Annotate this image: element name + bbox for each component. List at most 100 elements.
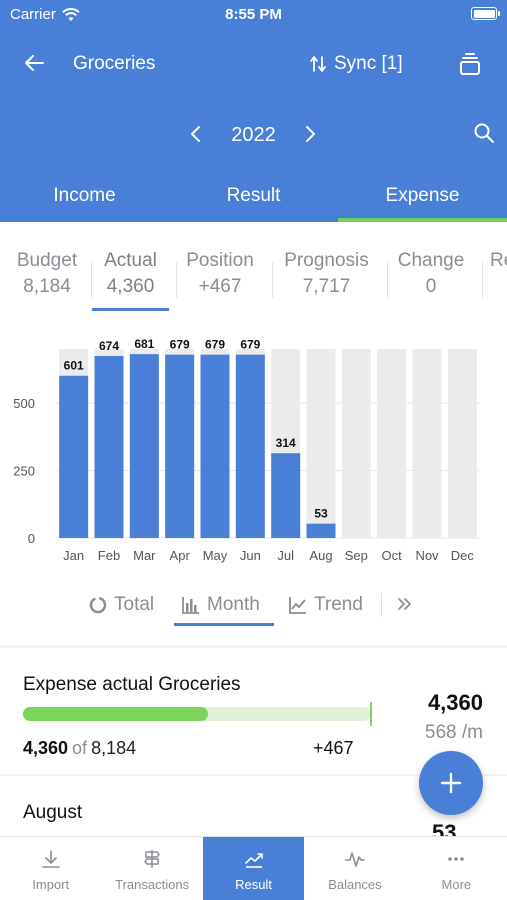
bar [59, 375, 89, 538]
x-tick-label: Dec [451, 548, 475, 563]
stat-actual[interactable]: Actual 4,360 [92, 250, 169, 298]
bar-background [306, 349, 336, 538]
chevron-right-icon[interactable] [302, 124, 318, 144]
x-tick-label: Jan [63, 548, 84, 563]
data-label: 601 [64, 359, 84, 373]
trend-icon [244, 853, 263, 868]
x-tick-label: Nov [415, 548, 439, 563]
monthly-bar-chart: 0 250 500 601 Jan 674 Feb 681 Mar 679 Apr 679 May 679… [13, 337, 480, 563]
data-label: 679 [240, 338, 260, 352]
summary-card[interactable]: Expense actual Groceries 4,360 of 8,184 +4… [0, 648, 507, 774]
wifi-icon [62, 7, 80, 21]
bar [200, 354, 230, 538]
carrier: Carrier [10, 6, 80, 23]
month-card-value: 53 [432, 820, 457, 836]
more-icon [448, 857, 465, 861]
status-time: 8:55 PM [225, 6, 282, 23]
chevron-left-icon[interactable] [188, 124, 204, 144]
x-tick-label: Apr [170, 548, 191, 563]
nav-bar: Groceries Sync [1] [0, 40, 507, 88]
import-icon [41, 850, 60, 868]
stat-partial[interactable]: Re [490, 250, 507, 276]
year-selector: 2022 [0, 114, 507, 154]
layers-icon[interactable] [459, 52, 481, 76]
stat-value: +467 [198, 276, 242, 297]
stat-budget[interactable]: Budget 8,184 [8, 250, 86, 298]
back-arrow-icon[interactable] [22, 50, 48, 76]
x-tick-label: Sep [345, 548, 368, 563]
bottom-tab-label: Import [32, 877, 70, 892]
bottom-tab-balances[interactable]: Balances [304, 837, 405, 900]
x-tick-label: May [203, 548, 228, 563]
search-icon[interactable] [473, 122, 495, 144]
battery-icon [471, 7, 500, 20]
plus-icon [440, 772, 462, 794]
line-chart-icon [289, 597, 306, 614]
divider [272, 262, 273, 298]
bar-chart-icon [182, 597, 199, 614]
amount-line: 4,360 of 8,184 [23, 738, 136, 759]
tab-expense[interactable]: Expense [338, 172, 507, 222]
y-tick-label: 0 [28, 531, 35, 546]
double-chevron-right-icon[interactable] [396, 594, 414, 614]
stat-change[interactable]: Change 0 [393, 250, 469, 298]
bottom-tab-import[interactable]: Import [0, 837, 101, 900]
stat-value: 4,360 [106, 276, 155, 297]
sync-label: Sync [1] [334, 53, 403, 74]
summary-title: Expense actual Groceries [23, 674, 241, 695]
stat-prognosis[interactable]: Prognosis 7,717 [279, 250, 374, 298]
status-bar: Carrier 8:55 PM [0, 0, 507, 28]
bottom-tab-label: More [441, 877, 472, 892]
bar [129, 354, 159, 538]
month-card-title: August [23, 802, 83, 823]
view-tab-month[interactable]: Month [181, 594, 260, 616]
x-tick-label: Oct [382, 548, 403, 563]
view-tabs: Total Month Trend [0, 582, 507, 632]
summary-stats: Budget 8,184 Actual 4,360 Position +467 … [0, 222, 507, 312]
x-tick-label: Jun [240, 548, 261, 563]
stat-position[interactable]: Position +467 [180, 250, 260, 298]
data-label: 314 [276, 436, 296, 450]
divider [387, 262, 388, 298]
carrier-label: Carrier [10, 6, 56, 23]
data-label: 679 [170, 338, 190, 352]
tab-result[interactable]: Result [226, 185, 281, 206]
bar-background [341, 349, 371, 538]
stat-value: 7,717 [302, 276, 351, 297]
view-tab-trend[interactable]: Trend [288, 594, 363, 616]
add-button[interactable] [419, 751, 483, 815]
total-value: 4,360 [427, 690, 483, 715]
bottom-tab-more[interactable]: More [406, 837, 507, 900]
bar-background [447, 349, 477, 538]
view-tab-total[interactable]: Total [88, 594, 154, 616]
x-tick-label: Mar [133, 548, 156, 563]
chart-section: 0 250 500 601 Jan 674 Feb 681 Mar 679 Apr 679 May 679… [0, 312, 507, 645]
stat-label: Position [186, 250, 254, 271]
sync-button[interactable]: Sync [1] [310, 53, 403, 75]
year-label: 2022 [231, 124, 276, 146]
stat-active-indicator [92, 308, 169, 311]
budget-amount: 8,184 [91, 738, 137, 758]
tab-income[interactable]: Income [53, 185, 116, 206]
y-tick-label: 500 [13, 396, 35, 411]
bottom-tab-result[interactable]: Result [202, 837, 305, 900]
bar [306, 523, 336, 538]
bar [165, 354, 195, 538]
data-label: 679 [205, 338, 225, 352]
stat-value: 0 [425, 276, 437, 297]
bottom-tab-transactions[interactable]: Transactions [101, 837, 202, 900]
bottom-tab-label: Balances [328, 877, 382, 892]
y-tick-label: 250 [13, 464, 35, 479]
per-month-value: 568 /m [424, 722, 483, 743]
divider [381, 593, 382, 617]
divider [482, 262, 483, 298]
view-tab-label: Trend [314, 594, 363, 615]
actual-amount: 4,360 [23, 738, 69, 758]
x-tick-label: Jul [277, 548, 294, 563]
budget-marker [370, 702, 372, 726]
stat-value: 8,184 [23, 276, 71, 297]
stat-label: Budget [16, 250, 78, 271]
difference-value: +467 [313, 738, 354, 758]
main-tabs: Income Result Expense [0, 172, 507, 222]
stat-label: Re [490, 250, 507, 271]
